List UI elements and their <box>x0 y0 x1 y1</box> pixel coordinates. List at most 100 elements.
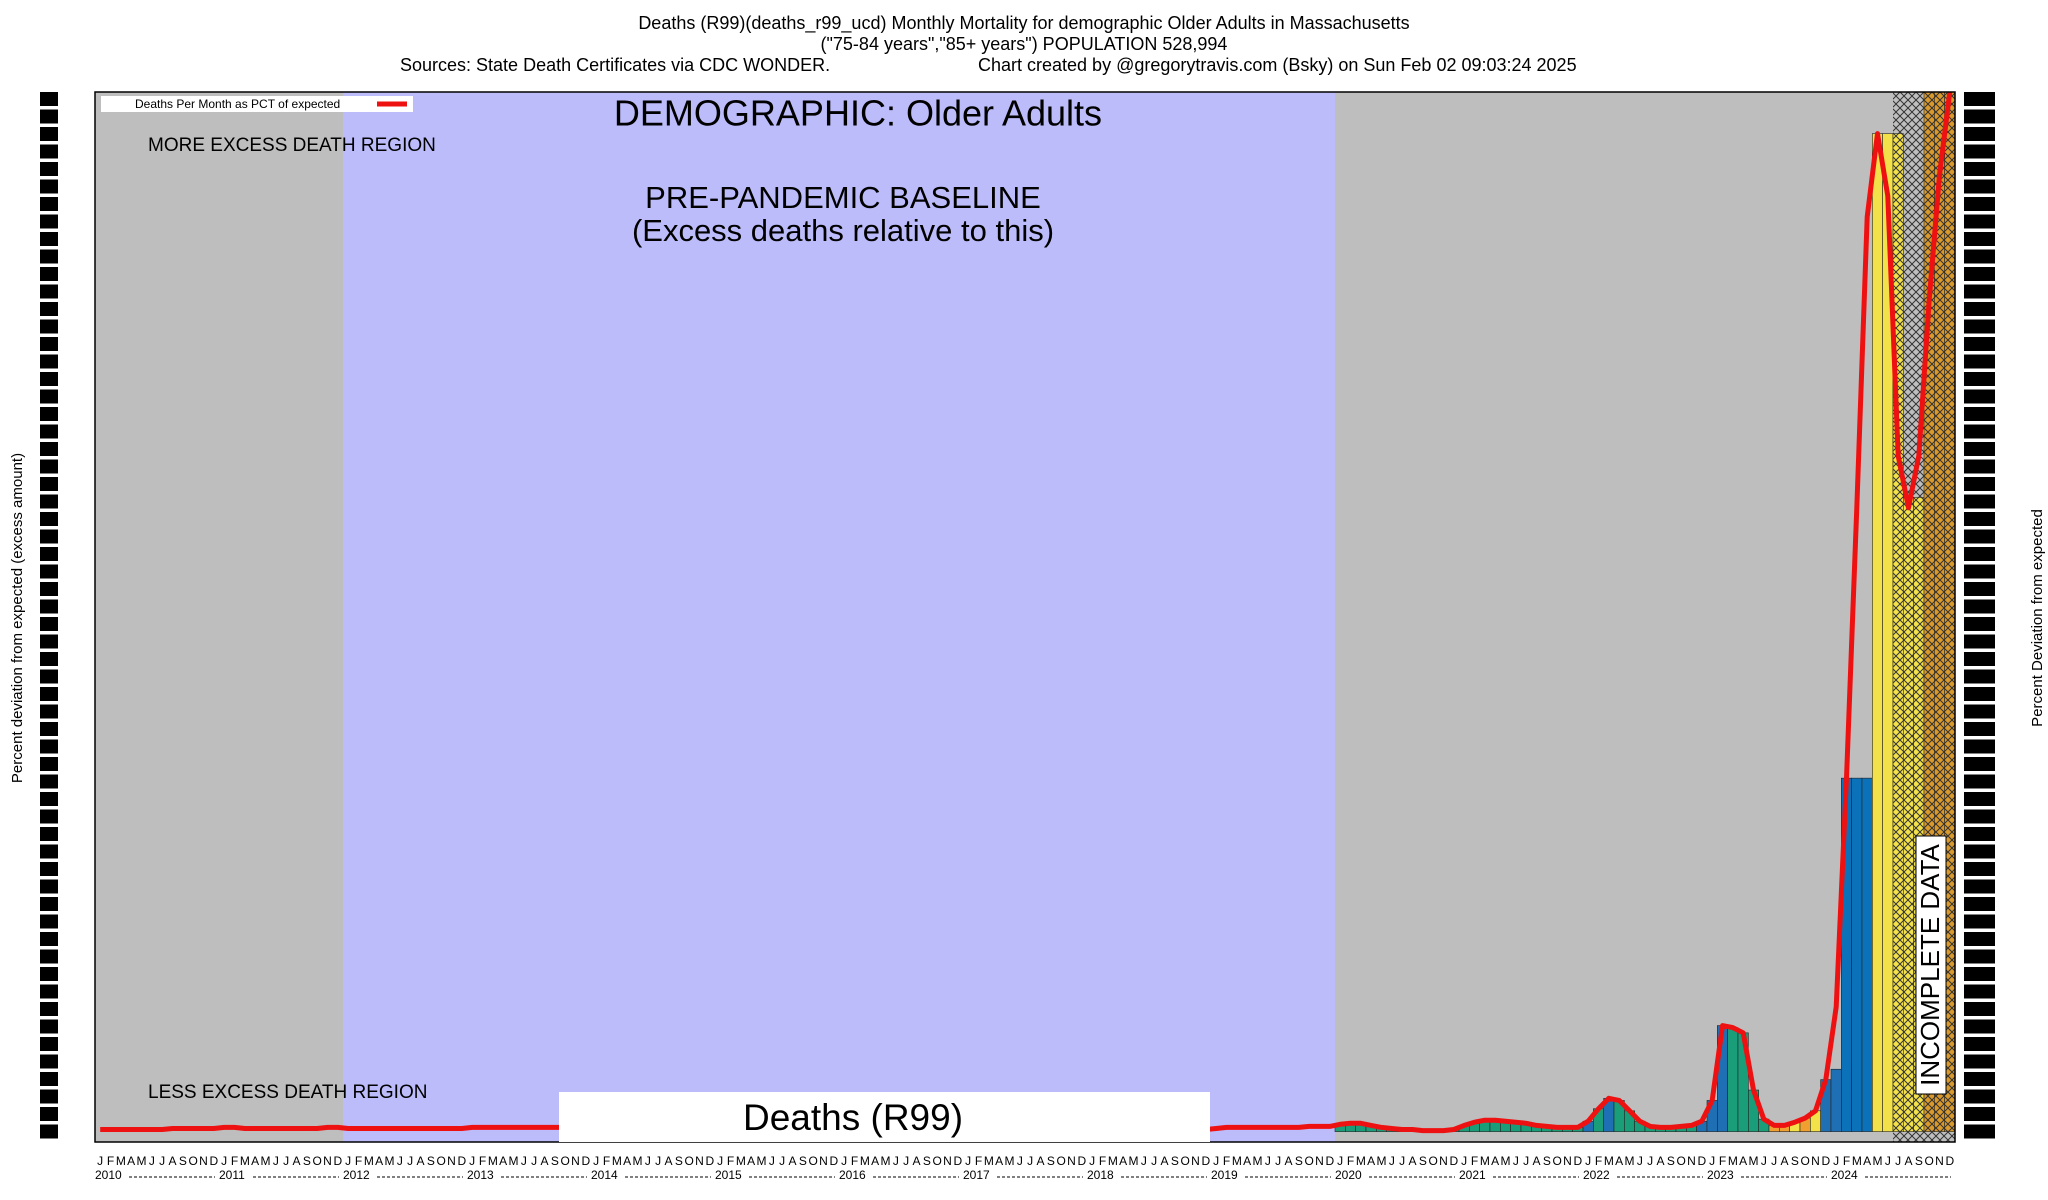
axis-label-block <box>1964 179 1995 194</box>
axis-label-block <box>40 372 58 386</box>
x-tick-label: S <box>1295 1154 1303 1168</box>
axis-label-block <box>40 337 58 351</box>
x-tick-label: A <box>788 1154 796 1168</box>
axis-label-block <box>40 512 58 526</box>
x-tick-label: O <box>436 1154 445 1168</box>
axis-label-block <box>1964 1019 1995 1034</box>
axis-label-block <box>40 494 58 509</box>
axis-label-block <box>1964 424 1995 439</box>
axis-label-block <box>40 92 58 106</box>
x-tick-label: M <box>860 1154 870 1168</box>
x-tick-label: O <box>1800 1154 1809 1168</box>
axis-label-block <box>1964 512 1995 526</box>
axis-label-block <box>40 792 58 806</box>
x-tick-label: J <box>97 1154 103 1168</box>
x-tick-label: M <box>364 1154 374 1168</box>
axis-label-block <box>1964 984 1995 999</box>
axis-label-block <box>1964 232 1995 246</box>
axis-label-block <box>40 459 58 474</box>
axis-label-block <box>1964 529 1995 544</box>
x-tick-label: M <box>1728 1154 1738 1168</box>
x-tick-label: O <box>560 1154 569 1168</box>
axis-label-block <box>40 442 58 456</box>
x-tick-label: O <box>188 1154 197 1168</box>
x-tick-label: M <box>1480 1154 1490 1168</box>
x-tick-label: J <box>903 1154 909 1168</box>
axis-label-block <box>40 932 58 946</box>
x-tick-label: O <box>1304 1154 1313 1168</box>
axis-label-block <box>40 879 58 894</box>
axis-label-block <box>40 249 58 264</box>
axis-label-block <box>40 897 58 911</box>
axis-label-block <box>40 197 58 211</box>
x-tick-label: M <box>612 1154 622 1168</box>
x-tick-label: F <box>355 1154 362 1168</box>
axis-label-block <box>40 862 58 876</box>
x-tick-label: F <box>727 1154 734 1168</box>
x-tick-label: S <box>1419 1154 1427 1168</box>
bar <box>1851 777 1863 1132</box>
x-tick-label: J <box>1213 1154 1219 1168</box>
x-tick-label: F <box>1843 1154 1850 1168</box>
axis-label-block <box>40 529 58 544</box>
x-tick-label: A <box>1160 1154 1168 1168</box>
axis-label-block <box>40 1054 58 1069</box>
x-tick-label: A <box>1408 1154 1416 1168</box>
x-tick-label: M <box>137 1154 147 1168</box>
axis-label-block <box>40 127 58 141</box>
bar <box>1830 1068 1842 1132</box>
x-tick-label: F <box>975 1154 982 1168</box>
x-tick-label: N <box>1935 1154 1944 1168</box>
x-tick-label: J <box>1761 1154 1767 1168</box>
x-tick-label: D <box>1325 1154 1334 1168</box>
axis-label-block <box>40 634 58 649</box>
axis-label-block <box>1964 302 1995 316</box>
axis-label-block <box>1964 757 1995 771</box>
x-tick-label: M <box>1005 1154 1015 1168</box>
axis-label-block <box>1964 442 1995 456</box>
incomplete-box <box>1915 835 1947 1095</box>
x-tick-label: A <box>664 1154 672 1168</box>
x-tick-label: A <box>499 1154 507 1168</box>
axis-label-block <box>40 617 58 631</box>
axis-label-block <box>1964 267 1995 281</box>
axis-label-block <box>1964 92 1995 106</box>
axis-label-block <box>40 354 58 369</box>
x-tick-label: A <box>251 1154 259 1168</box>
x-tick-label: M <box>240 1154 250 1168</box>
x-tick-label: M <box>1232 1154 1242 1168</box>
axis-label-block <box>40 652 58 666</box>
x-tick-label: O <box>932 1154 941 1168</box>
x-tick-label: F <box>479 1154 486 1168</box>
x-year-label: 2023 <box>1707 1168 1734 1182</box>
bar-hatch <box>1893 133 1904 1132</box>
x-tick-label: J <box>469 1154 475 1168</box>
axis-label-block <box>1964 617 1995 631</box>
x-tick-label: J <box>1017 1154 1023 1168</box>
x-tick-label: M <box>385 1154 395 1168</box>
axis-label-block <box>1964 372 1995 386</box>
x-tick-label: A <box>912 1154 920 1168</box>
axis-label-block <box>40 144 58 159</box>
x-tick-label: S <box>179 1154 187 1168</box>
axis-label-block <box>1964 337 1995 351</box>
x-tick-label: J <box>531 1154 537 1168</box>
axis-label-block <box>1964 197 1995 211</box>
axis-label-block <box>40 844 58 859</box>
axis-label-block <box>40 162 58 176</box>
axis-label-block <box>1964 967 1995 981</box>
axis-label-block <box>1964 1089 1995 1104</box>
x-tick-label: D <box>705 1154 714 1168</box>
x-year-label: 2019 <box>1211 1168 1238 1182</box>
x-tick-label: A <box>871 1154 879 1168</box>
axis-label-block <box>40 704 58 719</box>
x-tick-label: M <box>1604 1154 1614 1168</box>
x-tick-label: M <box>881 1154 891 1168</box>
x-tick-label: J <box>1399 1154 1405 1168</box>
x-tick-label: J <box>717 1154 723 1168</box>
axis-label-block <box>1964 389 1995 404</box>
x-tick-label: D <box>1573 1154 1582 1168</box>
x-tick-label: M <box>633 1154 643 1168</box>
axis-label-block <box>40 599 58 614</box>
x-tick-label: A <box>416 1154 424 1168</box>
